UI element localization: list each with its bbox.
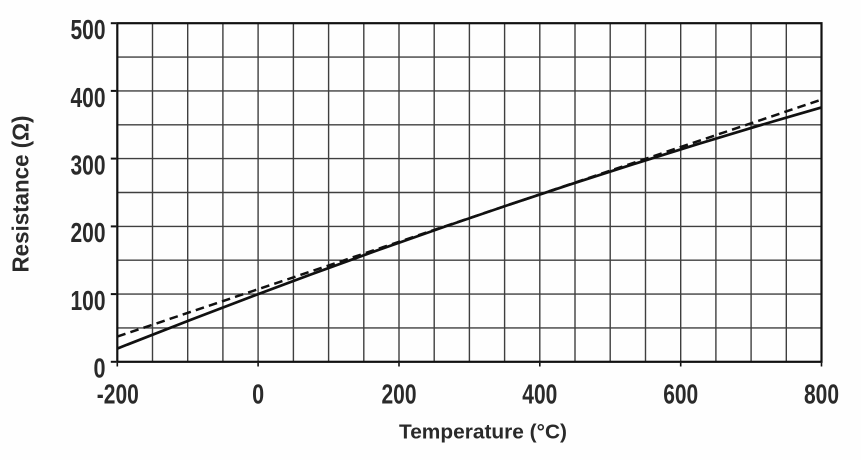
svg-text:500: 500 xyxy=(71,14,106,45)
svg-text:100: 100 xyxy=(71,285,106,316)
svg-text:0: 0 xyxy=(94,353,106,384)
svg-text:800: 800 xyxy=(804,379,839,410)
svg-text:200: 200 xyxy=(382,379,417,410)
svg-text:200: 200 xyxy=(71,217,106,248)
svg-text:0: 0 xyxy=(252,379,264,410)
svg-text:600: 600 xyxy=(663,379,698,410)
svg-text:-200: -200 xyxy=(97,379,139,410)
svg-text:300: 300 xyxy=(71,150,106,181)
svg-text:Temperature (°C): Temperature (°C) xyxy=(399,422,567,444)
svg-text:400: 400 xyxy=(71,82,106,113)
svg-text:400: 400 xyxy=(522,379,557,410)
svg-text:Resistance (Ω): Resistance (Ω) xyxy=(8,116,34,273)
